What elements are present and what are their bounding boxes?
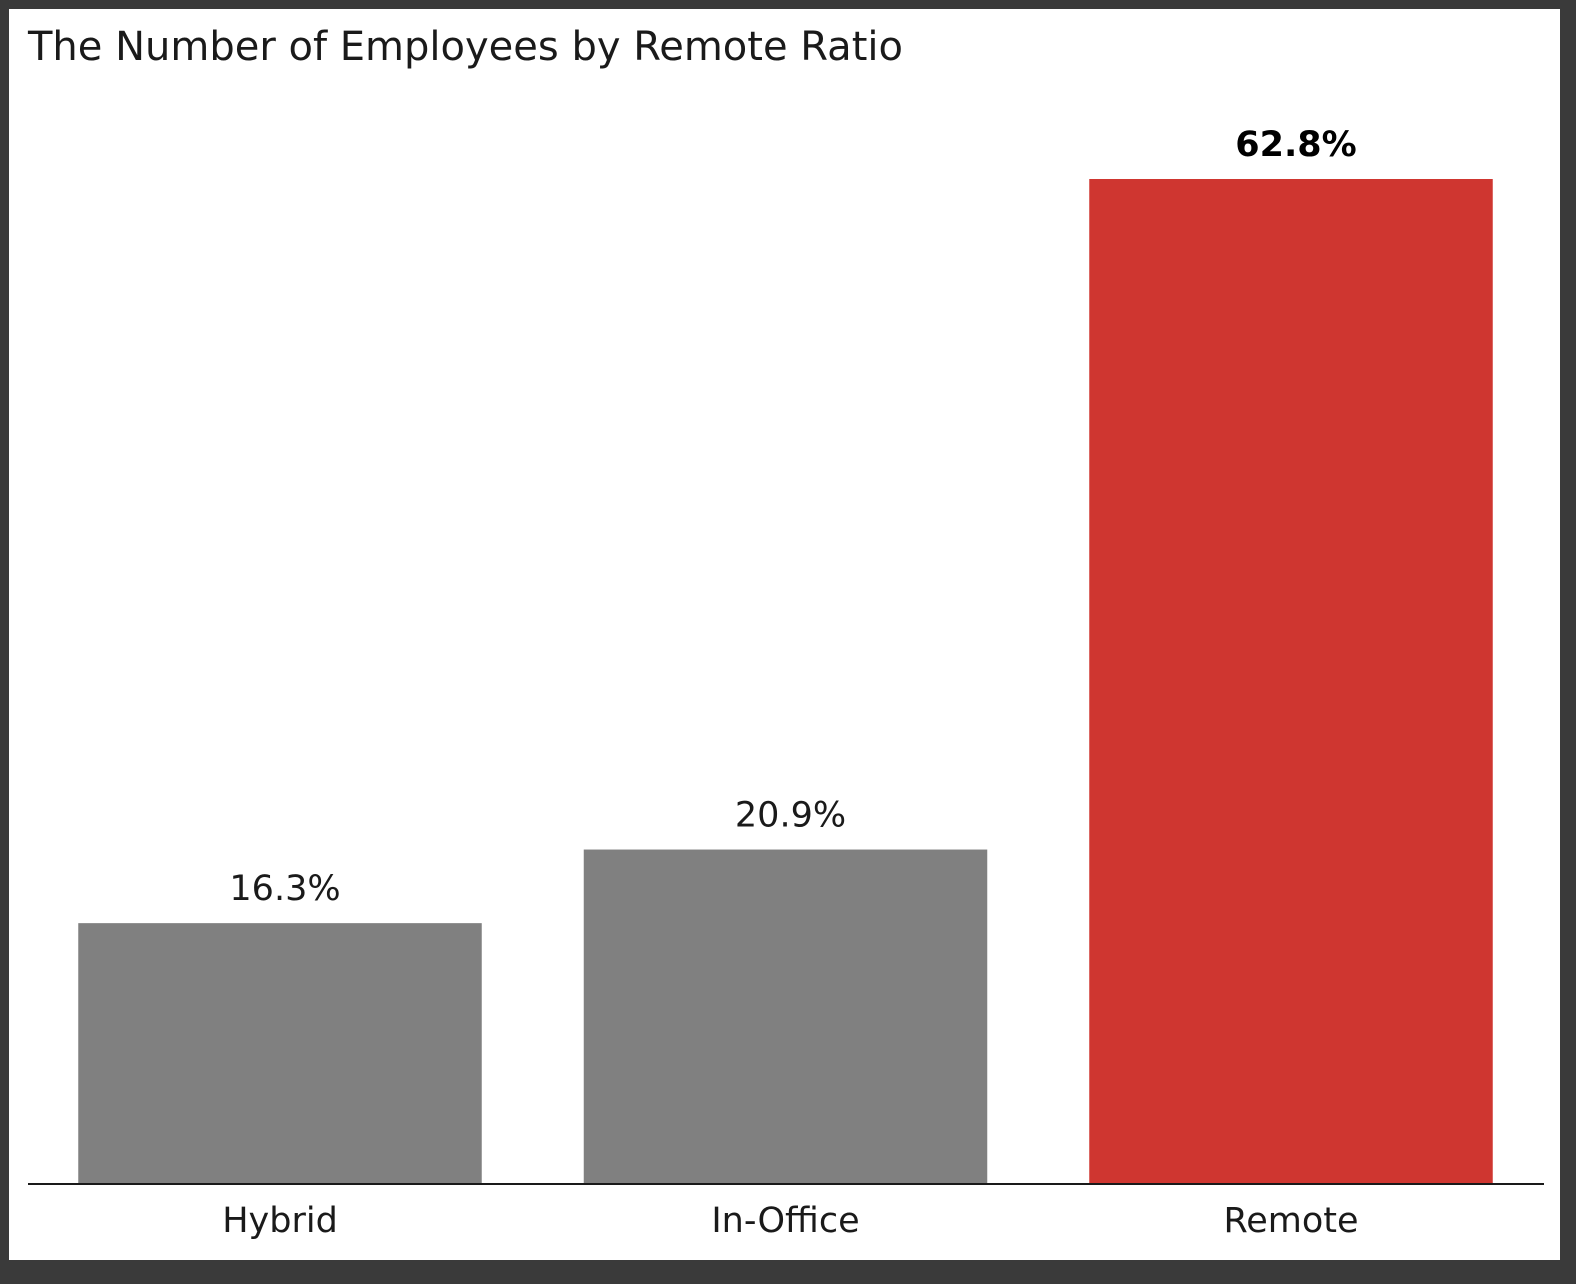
value-labels-group: 16.3% 20.9% 62.8%: [229, 125, 1356, 909]
value-label-remote: 62.8%: [1235, 125, 1356, 165]
bar-in-office: [583, 849, 988, 1184]
value-label-hybrid: 16.3%: [229, 869, 340, 909]
value-label-in-office: 20.9%: [735, 796, 846, 836]
bars-group: [78, 179, 1493, 1184]
chart-title: The Number of Employees by Remote Ratio: [27, 24, 903, 70]
x-tick-labels-group: Hybrid In-Office Remote: [222, 1201, 1358, 1241]
x-tick-label-remote: Remote: [1223, 1201, 1358, 1241]
bar-hybrid: [78, 923, 482, 1184]
x-tick-label-hybrid: Hybrid: [222, 1201, 338, 1241]
x-tick-label-in-office: In-Office: [711, 1201, 859, 1241]
bar-remote: [1089, 179, 1493, 1184]
